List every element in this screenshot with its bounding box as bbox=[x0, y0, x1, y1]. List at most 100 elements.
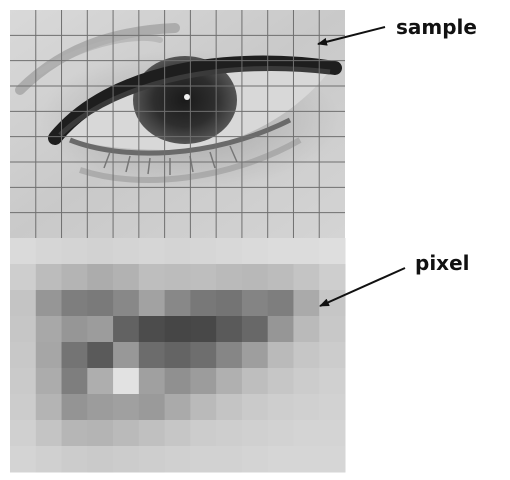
pixel-cell bbox=[293, 394, 320, 421]
pixel-cell bbox=[87, 420, 114, 447]
pixel-cell bbox=[113, 238, 140, 265]
pixel-cell bbox=[35, 290, 63, 317]
pixel-cell bbox=[190, 446, 217, 473]
pixel-cell bbox=[267, 290, 294, 317]
pixel-cell bbox=[138, 368, 166, 395]
pixel-cell bbox=[190, 290, 217, 317]
pixel-cell bbox=[113, 342, 140, 369]
pixel-cell bbox=[10, 420, 37, 447]
pixel-cell bbox=[35, 264, 63, 291]
pixel-cell bbox=[113, 420, 140, 447]
pixel-cell bbox=[10, 446, 37, 473]
pixel-cell bbox=[216, 394, 243, 421]
pixel-cell bbox=[267, 368, 294, 395]
pixel-cell bbox=[61, 342, 88, 369]
pixel-cell bbox=[87, 394, 114, 421]
pixel-cell bbox=[190, 394, 217, 421]
pixel-cell bbox=[164, 264, 191, 291]
pixel-cell bbox=[241, 446, 269, 473]
pixel-cell bbox=[35, 446, 63, 473]
pixel-cell bbox=[61, 238, 88, 265]
pixel-cell bbox=[138, 290, 166, 317]
pixel-cell bbox=[138, 342, 166, 369]
pixel-cell bbox=[319, 394, 346, 421]
pixel-cell bbox=[87, 342, 114, 369]
pixel-cell bbox=[61, 290, 88, 317]
pixel-cell bbox=[216, 264, 243, 291]
pixel-cell bbox=[113, 394, 140, 421]
pixel-cell bbox=[35, 342, 63, 369]
pixel-cell bbox=[216, 368, 243, 395]
pixel-cell bbox=[164, 368, 191, 395]
pixel-cell bbox=[267, 316, 294, 343]
pixel-cell bbox=[241, 342, 269, 369]
pixel-cell bbox=[61, 394, 88, 421]
pixel-cell bbox=[319, 368, 346, 395]
pixel-cell bbox=[87, 316, 114, 343]
pixel-cell bbox=[10, 394, 37, 421]
pixel-cell bbox=[190, 420, 217, 447]
pixel-cell bbox=[293, 420, 320, 447]
pixel-cell bbox=[319, 420, 346, 447]
pixel-cell bbox=[190, 238, 217, 265]
pixel-cell bbox=[164, 420, 191, 447]
pixel-cell bbox=[164, 394, 191, 421]
pixel-cell bbox=[113, 316, 140, 343]
pixel-cell bbox=[164, 446, 191, 473]
pixel-cell bbox=[164, 238, 191, 265]
pixel-cell bbox=[138, 316, 166, 343]
pixel-cell bbox=[216, 238, 243, 265]
pixel-cell bbox=[267, 394, 294, 421]
pixel-cell bbox=[241, 316, 269, 343]
pixel-cell bbox=[113, 446, 140, 473]
pixel-cell bbox=[267, 342, 294, 369]
pixel-cell bbox=[113, 264, 140, 291]
pixel-cell bbox=[241, 420, 269, 447]
pixel-cell bbox=[319, 446, 346, 473]
pixel-cell bbox=[319, 316, 346, 343]
pixel-cell bbox=[190, 368, 217, 395]
pixel-cell bbox=[216, 290, 243, 317]
pixel-cell bbox=[293, 238, 320, 265]
pixel-cell bbox=[10, 342, 37, 369]
sample-arrow bbox=[317, 26, 386, 46]
pixel-cell bbox=[190, 342, 217, 369]
pixel-cell bbox=[87, 238, 114, 265]
pixel-cell bbox=[61, 368, 88, 395]
pixel-cell bbox=[241, 368, 269, 395]
pixel-cell bbox=[35, 316, 63, 343]
pixel-cell bbox=[216, 446, 243, 473]
pixel-cell bbox=[10, 264, 37, 291]
pixel-cell bbox=[10, 238, 37, 265]
pixel-cell bbox=[61, 446, 88, 473]
pixel-cell bbox=[319, 238, 346, 265]
sample-grid bbox=[10, 10, 345, 238]
pixel-cell bbox=[10, 368, 37, 395]
pixel-cell bbox=[241, 264, 269, 291]
pixel-cell bbox=[113, 368, 140, 395]
pixel-cell bbox=[216, 342, 243, 369]
pixel-cell bbox=[190, 316, 217, 343]
pixel-cell bbox=[113, 290, 140, 317]
pixel-cell bbox=[35, 394, 63, 421]
pixel-cell bbox=[138, 446, 166, 473]
pixel-cell bbox=[87, 290, 114, 317]
pixel-cell bbox=[216, 316, 243, 343]
pixel-cell bbox=[164, 290, 191, 317]
pixel-cell bbox=[319, 264, 346, 291]
pixel-cell bbox=[61, 316, 88, 343]
pixel-cell bbox=[293, 368, 320, 395]
pixel-cell bbox=[138, 264, 166, 291]
pixel-cell bbox=[138, 394, 166, 421]
pixel-cell bbox=[267, 238, 294, 265]
pixel-cell bbox=[267, 264, 294, 291]
pixel-cell bbox=[241, 394, 269, 421]
pixel-cell bbox=[293, 342, 320, 369]
pixel-cell bbox=[35, 238, 63, 265]
pixel-cell bbox=[61, 420, 88, 447]
pixel-cell bbox=[35, 420, 63, 447]
pixel-cell bbox=[87, 264, 114, 291]
pixel-cell bbox=[241, 290, 269, 317]
lower-lashes bbox=[103, 145, 238, 175]
pixel-cell bbox=[267, 446, 294, 473]
